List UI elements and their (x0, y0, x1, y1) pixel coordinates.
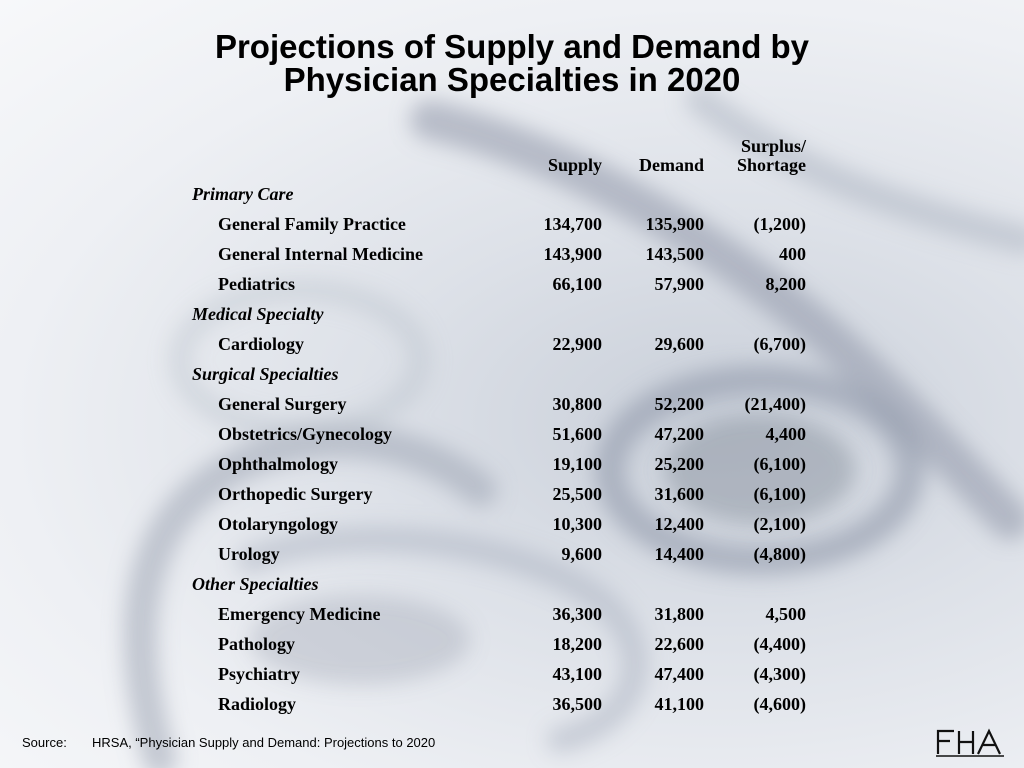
surplus-shortage-value: (2,100) (753, 514, 807, 534)
demand-value: 41,100 (654, 694, 705, 714)
specialty-name: Obstetrics/Gynecology (218, 424, 392, 444)
surplus-shortage-value: (6,700) (753, 334, 807, 354)
demand-value: 14,400 (654, 544, 705, 564)
specialty-name: General Internal Medicine (218, 244, 423, 264)
surplus-shortage-value: 400 (779, 244, 806, 264)
demand-value: 52,200 (654, 394, 705, 414)
header-surplus-line-2: Shortage (737, 155, 806, 175)
category-label: Medical Specialty (192, 304, 324, 324)
demand-value: 12,400 (654, 514, 705, 534)
supply-value: 143,900 (543, 244, 603, 264)
specialty-name: Radiology (218, 694, 297, 714)
demand-value: 25,200 (654, 454, 705, 474)
surplus-shortage-value: (4,600) (753, 694, 807, 714)
specialty-name: Ophthalmology (218, 454, 339, 474)
surplus-shortage-value: (4,800) (753, 544, 807, 564)
supply-value: 19,100 (552, 454, 603, 474)
demand-value: 22,600 (654, 634, 705, 654)
surplus-shortage-value: 4,500 (765, 604, 807, 624)
category-label: Primary Care (192, 184, 294, 204)
surplus-shortage-value: (1,200) (753, 214, 807, 234)
supply-value: 36,500 (552, 694, 603, 714)
supply-value: 10,300 (552, 514, 603, 534)
specialty-name: Orthopedic Surgery (218, 484, 373, 504)
demand-value: 31,800 (654, 604, 705, 624)
supply-value: 134,700 (543, 214, 603, 234)
supply-value: 51,600 (552, 424, 603, 444)
specialty-name: Emergency Medicine (218, 604, 381, 624)
supply-value: 25,500 (552, 484, 603, 504)
category-label: Surgical Specialties (192, 364, 339, 384)
title-line-2: Physician Specialties in 2020 (283, 61, 741, 98)
specialty-name: General Family Practice (218, 214, 406, 234)
surplus-shortage-value: (6,100) (753, 454, 807, 474)
supply-value: 36,300 (552, 604, 603, 624)
demand-value: 31,600 (654, 484, 705, 504)
surplus-shortage-value: (6,100) (753, 484, 807, 504)
demand-value: 57,900 (654, 274, 705, 294)
surplus-shortage-value: 8,200 (765, 274, 807, 294)
title-line-1: Projections of Supply and Demand by (214, 28, 810, 65)
fha-logo (936, 728, 1004, 757)
supply-value: 43,100 (552, 664, 603, 684)
specialty-name: Psychiatry (218, 664, 300, 684)
specialty-name: General Surgery (218, 394, 347, 414)
header-supply: Supply (547, 155, 602, 175)
specialty-name: Urology (218, 544, 280, 564)
header-demand: Demand (638, 155, 704, 175)
supply-value: 66,100 (552, 274, 603, 294)
specialty-name: Otolaryngology (218, 514, 338, 534)
source-text: HRSA, “Physician Supply and Demand: Proj… (92, 735, 436, 750)
page-title: Projections of Supply and Demand by Phys… (0, 30, 1024, 96)
source-label: Source: (22, 735, 67, 750)
specialty-name: Pediatrics (218, 274, 295, 294)
demand-value: 143,500 (645, 244, 705, 264)
supply-value: 30,800 (552, 394, 603, 414)
supply-value: 18,200 (552, 634, 603, 654)
header-surplus-line-1: Surplus/ (740, 136, 806, 156)
specialty-name: Pathology (218, 634, 296, 654)
surplus-shortage-value: (4,300) (753, 664, 807, 684)
surplus-shortage-value: (4,400) (753, 634, 807, 654)
surplus-shortage-value: 4,400 (765, 424, 807, 444)
supply-value: 22,900 (552, 334, 603, 354)
demand-value: 47,200 (654, 424, 705, 444)
source-note: Source: HRSA, “Physician Supply and Deman… (22, 735, 435, 750)
category-label: Other Specialties (192, 574, 319, 594)
supply-value: 9,600 (561, 544, 603, 564)
demand-value: 47,400 (654, 664, 705, 684)
surplus-shortage-value: (21,400) (744, 394, 807, 414)
specialty-name: Cardiology (218, 334, 305, 354)
demand-value: 29,600 (654, 334, 705, 354)
demand-value: 135,900 (645, 214, 705, 234)
